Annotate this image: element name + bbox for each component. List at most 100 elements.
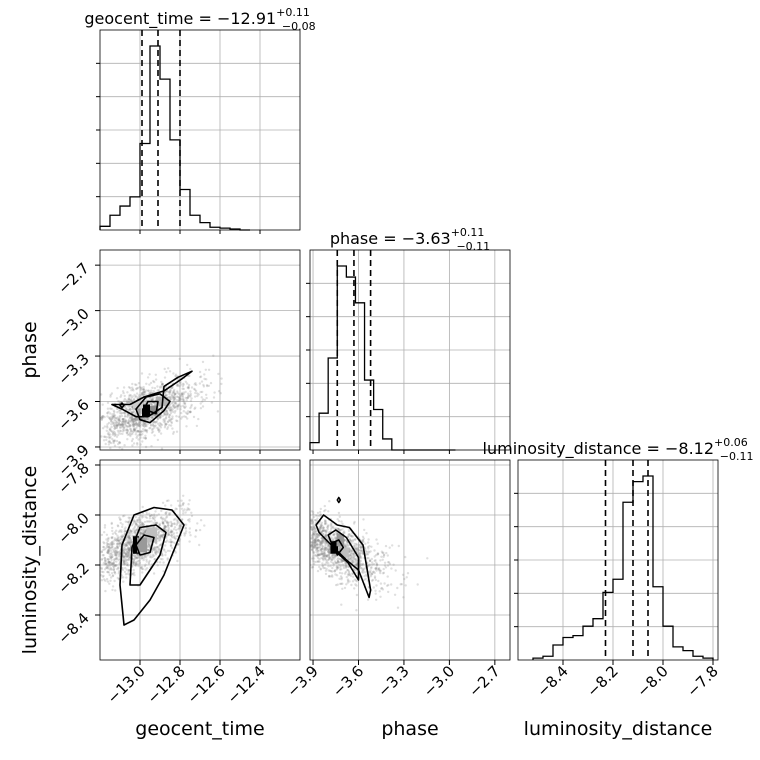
scatter-point: [337, 548, 341, 551]
scatter-point: [329, 564, 332, 568]
scatter-point: [147, 389, 150, 392]
scatter-point: [125, 399, 128, 402]
scatter-point: [143, 425, 146, 428]
scatter-point: [378, 570, 381, 573]
scatter-point: [108, 545, 111, 549]
scatter-point: [177, 543, 180, 546]
scatter-point: [188, 518, 191, 521]
scatter-point: [361, 539, 365, 542]
scatter-point: [183, 415, 186, 418]
scatter-point: [129, 539, 132, 542]
scatter-point: [121, 423, 124, 427]
scatter-point: [127, 408, 130, 412]
scatter-point: [132, 562, 135, 565]
scatter-point: [141, 423, 144, 426]
scatter-point: [159, 533, 163, 537]
scatter-point: [109, 566, 112, 570]
x-tick-label-luminosity_distance: −8.4: [533, 662, 571, 700]
scatter-point: [142, 515, 145, 518]
scatter-point: [122, 550, 125, 553]
scatter-point: [136, 557, 139, 560]
scatter-point: [141, 522, 144, 525]
scatter-point: [123, 549, 126, 552]
scatter-point: [117, 419, 120, 422]
scatter-point: [128, 398, 131, 402]
scatter-point: [133, 393, 136, 397]
scatter-point: [102, 554, 105, 557]
scatter-point: [103, 559, 107, 562]
scatter-point: [156, 422, 160, 425]
scatter-point: [173, 541, 176, 544]
scatter-point: [128, 408, 131, 411]
scatter-point: [155, 550, 158, 554]
scatter-point: [166, 420, 169, 424]
scatter-point: [128, 542, 132, 545]
scatter-point: [130, 439, 134, 443]
scatter-point: [131, 417, 134, 421]
scatter-point: [123, 514, 126, 517]
scatter-point: [401, 573, 405, 576]
scatter-point: [119, 518, 122, 521]
scatter-point: [376, 553, 379, 556]
scatter-point: [129, 416, 132, 419]
scatter-point: [108, 427, 112, 430]
contour-level-3: [143, 400, 159, 415]
scatter-point: [142, 427, 145, 431]
scatter-point: [135, 562, 138, 565]
scatter-point: [121, 568, 125, 572]
scatter-point: [109, 549, 113, 552]
scatter-point: [103, 524, 107, 527]
scatter-point: [127, 397, 130, 401]
scatter-point: [186, 410, 190, 413]
scatter-point: [160, 423, 164, 427]
scatter-point: [169, 406, 173, 409]
scatter-point: [108, 561, 111, 565]
scatter-point: [194, 389, 198, 393]
scatter-point: [115, 439, 119, 443]
scatter-point: [375, 584, 378, 587]
scatter-point: [111, 574, 115, 577]
scatter-point: [173, 393, 176, 397]
scatter-point: [135, 383, 138, 387]
scatter-point: [144, 429, 147, 432]
scatter-point: [143, 417, 146, 420]
scatter-point: [106, 411, 109, 415]
scatter-point: [377, 579, 380, 583]
scatter-point: [131, 534, 134, 538]
scatter-point: [128, 529, 131, 532]
scatter-point: [130, 529, 133, 533]
scatter-point: [118, 425, 122, 429]
scatter-point: [134, 395, 137, 398]
scatter-point: [143, 425, 146, 428]
scatter-point: [153, 546, 156, 550]
scatter-point: [116, 411, 119, 414]
scatter-point: [166, 390, 169, 393]
scatter-point: [155, 548, 158, 551]
scatter-point: [117, 418, 121, 421]
scatter-point: [124, 429, 128, 432]
scatter-point: [416, 583, 419, 586]
scatter-point: [213, 391, 216, 394]
scatter-point: [168, 393, 171, 396]
scatter-point: [171, 405, 174, 408]
scatter-point: [151, 430, 155, 433]
scatter-point: [111, 545, 114, 549]
scatter-point: [106, 539, 110, 543]
scatter-point: [125, 555, 128, 558]
scatter-point: [139, 425, 142, 428]
scatter-point: [125, 543, 129, 547]
scatter-point: [112, 432, 115, 436]
scatter-point: [107, 558, 110, 561]
scatter-point: [129, 386, 132, 390]
grid-geocent_time-luminosity_distance: [100, 460, 300, 660]
scatter-point: [173, 411, 176, 414]
scatter-point: [101, 557, 104, 561]
scatter-point: [117, 539, 120, 542]
scatter-point: [169, 411, 173, 415]
scatter-point: [152, 546, 155, 550]
scatter-point: [183, 406, 186, 409]
scatter-point: [116, 567, 119, 571]
scatter-point: [175, 531, 179, 534]
scatter-point: [113, 427, 117, 430]
scatter-point: [375, 598, 378, 601]
